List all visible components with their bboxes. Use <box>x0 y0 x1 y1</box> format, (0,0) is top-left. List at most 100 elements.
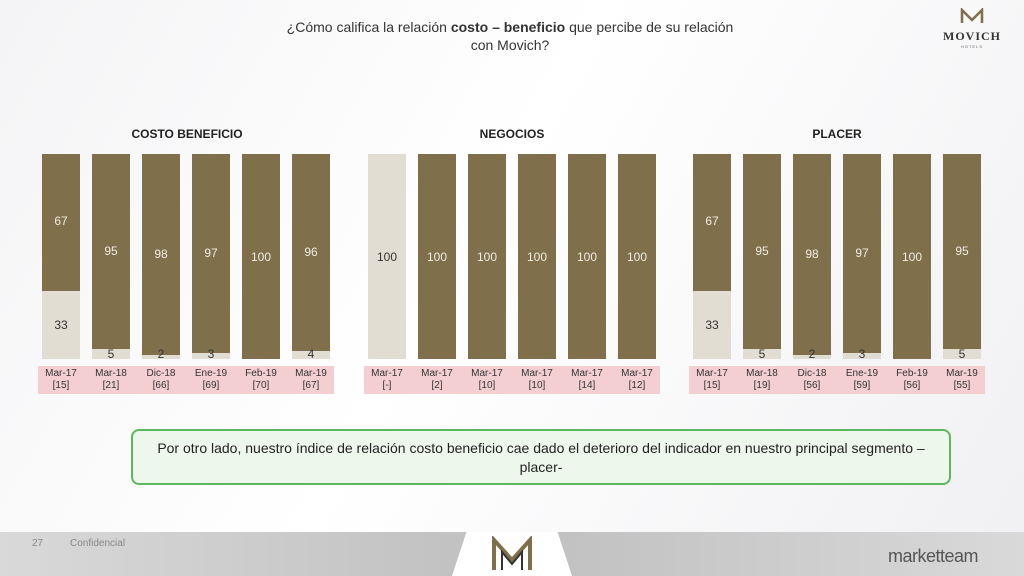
bar-segment-bottom <box>793 354 831 359</box>
x-tick-category: Dic-18 <box>146 368 176 379</box>
data-label: 33 <box>54 318 68 333</box>
data-label: 98 <box>154 247 168 262</box>
chart-title: COSTO BENEFICIO <box>131 127 243 141</box>
footer-center-tab <box>452 532 572 576</box>
bar: 100 <box>468 154 506 359</box>
x-tick-base: [21] <box>102 380 120 391</box>
bar: 95 5 <box>943 154 981 361</box>
logo-sub: HOTELS <box>960 44 983 49</box>
data-label: 97 <box>204 246 218 261</box>
x-tick-category: Mar-17 <box>696 368 728 379</box>
x-tick-label: Dic-18 [66] <box>136 368 186 392</box>
x-tick-label: Mar-17 [15] <box>687 368 737 392</box>
data-label: 96 <box>304 245 318 260</box>
x-tick-category: Feb-19 <box>896 368 928 379</box>
bar: 100 <box>242 154 280 359</box>
x-tick-label: Ene-19 [59] <box>837 368 887 392</box>
data-label: 5 <box>107 347 115 361</box>
page-number: 27 <box>32 538 44 549</box>
bar-segment-top <box>192 154 230 353</box>
bar-segment-top <box>943 154 981 349</box>
bar-segment-bottom <box>292 350 330 359</box>
x-tick-base: [10] <box>478 380 496 391</box>
x-tick-label: Feb-19 [70] <box>236 368 286 392</box>
x-tick-label: Mar-17 [14] <box>562 368 612 392</box>
title-bold: costo – beneficio <box>450 19 566 35</box>
bar-segment-bottom <box>943 348 981 359</box>
data-label: 100 <box>250 249 272 264</box>
bar: 97 3 <box>192 154 230 361</box>
bar: 98 2 <box>793 154 831 361</box>
bar: 67 33 <box>693 154 731 359</box>
data-label: 5 <box>758 347 766 361</box>
x-tick-base: [55] <box>953 380 971 391</box>
x-tick-label: Feb-19 [56] <box>887 368 937 392</box>
chart-title: PLACER <box>812 127 862 141</box>
bar-segment-top <box>693 154 731 292</box>
bar-segment-top <box>568 154 606 359</box>
title-pre: ¿Cómo califica la relación <box>286 19 451 35</box>
bar-segment-top <box>242 154 280 359</box>
bar-segment-bottom <box>368 154 406 359</box>
x-tick-label: Mar-17 [2] <box>412 368 462 392</box>
x-tick-label: Mar-17 [10] <box>462 368 512 392</box>
bar-segment-bottom <box>192 352 230 359</box>
data-label: 100 <box>476 249 498 264</box>
bar-segment-top <box>893 154 931 359</box>
data-label: 100 <box>376 249 398 264</box>
bar-segment-top <box>92 154 130 349</box>
bar: 96 4 <box>292 154 330 361</box>
bar-segment-top <box>618 154 656 359</box>
data-label: 4 <box>307 347 315 361</box>
data-label: 2 <box>808 347 816 361</box>
movich-mark-icon <box>960 6 984 23</box>
x-tick-label: Mar-17 [10] <box>512 368 562 392</box>
marketteam-brand: marketteam <box>888 546 979 566</box>
x-tick-base: [2] <box>431 380 443 391</box>
footer-bar: 27 Confidencial marketteam <box>0 532 1024 576</box>
x-tick-base: [14] <box>578 380 596 391</box>
bar-segment-top <box>292 154 330 351</box>
x-tick-label: Mar-17 [-] <box>362 368 412 392</box>
x-tick-label: Dic-18 [56] <box>787 368 837 392</box>
x-tick-label: Mar-18 [19] <box>737 368 787 392</box>
callout-text: Por otro lado, nuestro índice de relació… <box>157 440 925 475</box>
data-label: 100 <box>626 249 648 264</box>
x-tick-category: Mar-19 <box>295 368 327 379</box>
data-label: 3 <box>207 347 215 361</box>
data-label: 100 <box>426 249 448 264</box>
x-tick-base: [67] <box>302 380 320 391</box>
data-label: 33 <box>705 318 719 333</box>
x-tick-label: Mar-19 [55] <box>937 368 987 392</box>
data-label: 97 <box>855 246 869 261</box>
bar: 67 33 <box>42 154 80 359</box>
slide-title: ¿Cómo califica la relación costo – benef… <box>240 18 780 54</box>
confidential-label: Confidencial <box>70 538 126 549</box>
x-tick-base: [59] <box>853 380 871 391</box>
x-tick-base: [19] <box>753 380 771 391</box>
data-label: 95 <box>955 244 969 259</box>
bar-segment-bottom <box>92 348 130 359</box>
bar-segment-bottom <box>42 291 80 359</box>
bar-segment-bottom <box>843 352 881 359</box>
x-tick-category: Mar-17 <box>45 368 77 379</box>
callout-box: Por otro lado, nuestro índice de relació… <box>131 429 951 485</box>
title-line2: con Movich? <box>470 37 550 53</box>
x-tick-label: Mar-18 [21] <box>86 368 136 392</box>
bar-segment-top <box>42 154 80 292</box>
x-tick-base: [15] <box>52 380 70 391</box>
x-tick-category: Mar-18 <box>95 368 127 379</box>
bar: 100 <box>418 154 456 359</box>
movich-logo: MOVICH HOTELS <box>940 6 1004 49</box>
data-label: 67 <box>705 214 719 228</box>
x-tick-category: Mar-18 <box>746 368 778 379</box>
bar-segment-top <box>418 154 456 359</box>
x-tick-category: Mar-17 <box>621 368 653 379</box>
bar-segment-top <box>142 154 180 355</box>
x-tick-base: [70] <box>252 380 270 391</box>
x-tick-category: Mar-17 <box>421 368 453 379</box>
bar: 100 <box>368 154 406 359</box>
x-tick-category: Dic-18 <box>797 368 827 379</box>
x-tick-category: Feb-19 <box>245 368 277 379</box>
bar-segment-top <box>843 154 881 353</box>
